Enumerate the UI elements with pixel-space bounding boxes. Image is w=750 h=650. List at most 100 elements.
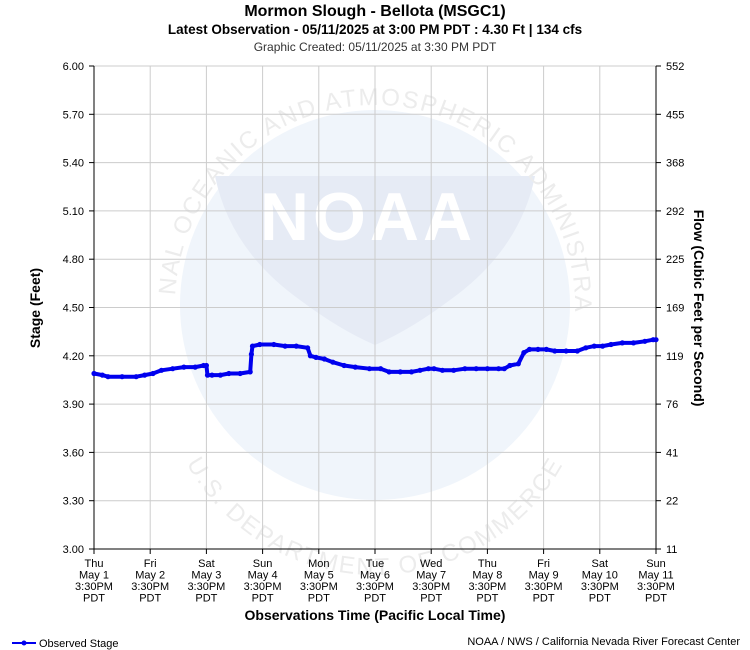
y-tick-label: 3.60	[63, 447, 84, 459]
x-tick-label: PDT	[645, 593, 667, 605]
x-tick-label: May 11	[638, 570, 673, 582]
y-tick-label: 4.80	[63, 254, 84, 266]
x-tick-label: Sun	[253, 558, 273, 570]
y-right-tick-label: 119	[666, 351, 684, 363]
data-point	[133, 374, 139, 380]
data-point	[397, 369, 403, 375]
data-point	[386, 369, 392, 375]
graphic-created: Graphic Created: 05/11/2025 at 3:30 PM P…	[254, 40, 497, 54]
x-tick-label: PDT	[364, 593, 386, 605]
data-point	[535, 346, 541, 352]
y-right-tick-label: 22	[666, 496, 678, 508]
x-tick-label: 3:30PM	[187, 581, 225, 593]
data-point	[417, 367, 423, 373]
x-tick-label: May 3	[191, 570, 221, 582]
x-tick-label: May 8	[472, 570, 502, 582]
data-point	[271, 341, 277, 348]
y-tick-label: 5.10	[63, 206, 84, 218]
footer-credit: NOAA / NWS / California Nevada River For…	[467, 636, 740, 648]
x-tick-label: Wed	[420, 558, 442, 570]
x-tick-label: Thu	[478, 558, 497, 570]
data-point	[293, 343, 299, 349]
data-point	[583, 345, 589, 351]
x-tick-label: PDT	[195, 593, 217, 605]
data-point	[484, 366, 490, 372]
y-tick-label: 6.00	[63, 61, 84, 73]
x-tick-label: Sun	[646, 558, 666, 570]
watermark-logo-text: NOAA	[260, 179, 476, 255]
data-point	[170, 366, 176, 372]
y-right-tick-label: 169	[666, 303, 684, 315]
y-tick-label: 3.30	[63, 496, 84, 508]
right-axis-ticks: 11 22 41 76 119 169 225 292 368 455 552	[656, 61, 684, 556]
data-point	[226, 370, 232, 377]
data-point	[366, 366, 372, 372]
x-tick-label: PDT	[420, 593, 442, 605]
data-point	[330, 359, 336, 365]
x-tick-label: 3:30PM	[75, 581, 113, 593]
x-tick-label: 3:30PM	[581, 581, 619, 593]
data-point	[237, 370, 243, 377]
x-tick-label: 3:30PM	[244, 581, 282, 593]
chart-title: Mormon Slough - Bellota (MSGC1)	[244, 3, 505, 20]
data-point	[462, 366, 468, 372]
y-tick-label: 3.00	[63, 544, 84, 556]
y-tick-label: 3.90	[63, 399, 84, 411]
x-tick-label: Tue	[366, 558, 385, 570]
data-point	[119, 374, 125, 380]
data-point	[425, 366, 431, 372]
x-tick-label: 3:30PM	[637, 581, 675, 593]
left-axis-ticks: 3.00 3.30 3.60 3.90 4.20 4.50 4.80 5.10 5.40 5.70…	[63, 61, 94, 556]
data-point	[192, 364, 198, 370]
x-tick-label: Mon	[308, 558, 329, 570]
x-tick-label: 3:30PM	[131, 581, 169, 593]
latest-observation: Latest Observation - 05/11/2025 at 3:00 …	[168, 22, 582, 37]
y-tick-label: 5.70	[63, 109, 84, 121]
x-tick-label: May 10	[582, 570, 618, 582]
x-tick-label: May 1	[79, 570, 109, 582]
x-tick-label: PDT	[252, 593, 274, 605]
data-point	[574, 348, 580, 354]
data-point	[305, 345, 311, 351]
x-tick-label: May 2	[135, 570, 165, 582]
data-point	[307, 353, 313, 359]
x-tick-label: 3:30PM	[412, 581, 450, 593]
x-tick-label: 3:30PM	[356, 581, 394, 593]
y-right-tick-label: 552	[666, 61, 684, 73]
y-axis-right-label: Flow (Cubic Feet per Second)	[691, 210, 707, 407]
data-point	[105, 374, 111, 380]
x-tick-label: PDT	[533, 593, 555, 605]
data-point	[249, 343, 256, 349]
data-point	[630, 340, 637, 346]
x-tick-label: May 4	[248, 570, 278, 582]
data-point	[378, 366, 384, 372]
data-point	[496, 366, 502, 372]
data-point	[501, 366, 507, 372]
data-point	[642, 338, 648, 344]
data-point	[204, 372, 211, 378]
data-point	[439, 367, 445, 373]
data-point	[507, 362, 513, 369]
x-tick-label: 3:30PM	[300, 581, 338, 593]
data-point	[158, 367, 164, 373]
legend: Observed Stage	[12, 638, 119, 650]
x-tick-label: Fri	[144, 558, 157, 570]
data-point	[313, 354, 319, 360]
data-point	[473, 366, 479, 372]
data-point	[526, 346, 533, 352]
y-tick-label: 4.50	[63, 303, 84, 315]
x-tick-label: Thu	[85, 558, 104, 570]
data-point	[515, 361, 521, 367]
data-point	[563, 348, 569, 354]
y-right-tick-label: 41	[666, 447, 678, 459]
data-point	[608, 341, 614, 348]
x-tick-label: May 7	[416, 570, 446, 582]
y-right-tick-label: 76	[666, 399, 678, 411]
data-point	[91, 370, 97, 377]
data-point	[217, 372, 223, 378]
y-right-tick-label: 11	[666, 544, 677, 556]
y-right-tick-label: 368	[666, 158, 684, 170]
data-point	[282, 343, 288, 349]
x-tick-label: 3:30PM	[468, 581, 506, 593]
